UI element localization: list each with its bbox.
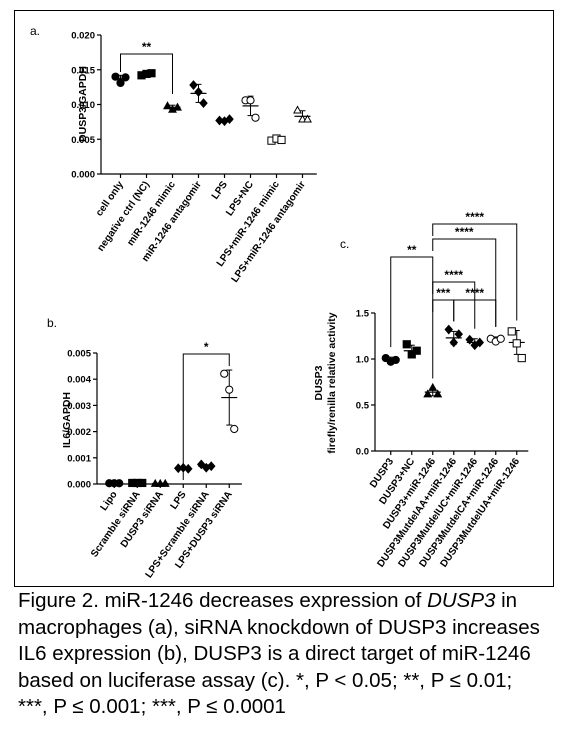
significance-bracket — [432, 281, 476, 329]
data-point — [391, 355, 400, 365]
y-tick-label: 0.001 — [67, 453, 91, 464]
data-point — [512, 339, 521, 348]
y-tick-label: 0.0 — [356, 447, 369, 458]
data-point — [160, 478, 170, 487]
significance-label: ** — [407, 243, 417, 257]
data-point — [433, 389, 443, 398]
significance-label: ** — [142, 40, 152, 54]
y-tick-label: 0.020 — [71, 31, 95, 42]
significance-bracket — [432, 223, 518, 321]
figure-svg: a.0.0000.0050.0100.0150.020DUSP3/GAPDHce… — [30, 24, 529, 580]
significance-label: **** — [455, 225, 474, 239]
data-point — [412, 346, 421, 355]
data-point — [111, 72, 120, 81]
data-point — [517, 353, 526, 363]
significance-label: **** — [465, 210, 484, 224]
caption-line-4: based on luciferase assay (c). *, P < 0.… — [18, 668, 513, 692]
significance-bracket — [390, 256, 434, 379]
data-point — [116, 78, 125, 88]
caption-line-3: IL6 expression (b), DUSP3 is a direct ta… — [18, 642, 531, 665]
caption-line-1-end: in — [495, 589, 518, 612]
y-tick-label: 0.010 — [71, 100, 95, 111]
panel-label: a. — [30, 24, 40, 38]
significance-bracket — [432, 238, 497, 327]
data-point — [444, 324, 454, 335]
data-point — [428, 382, 438, 391]
x-tick-label: Lipo — [99, 489, 120, 513]
data-point — [475, 337, 485, 348]
data-point — [246, 96, 255, 105]
y-tick-label: 0.005 — [67, 349, 91, 360]
significance-bracket — [120, 53, 173, 94]
panel-label: b. — [47, 316, 57, 330]
data-point — [196, 459, 206, 470]
data-point — [215, 115, 224, 126]
data-point — [163, 101, 172, 110]
x-tick-label: LPS — [169, 489, 189, 512]
y-tick-label: 1.0 — [356, 355, 369, 366]
y-tick-label: 0.5 — [356, 401, 370, 412]
data-point — [496, 334, 505, 343]
data-point — [121, 73, 130, 82]
y-tick-label: 0.002 — [67, 427, 91, 438]
y-tick-label: 0.005 — [71, 135, 95, 146]
y-axis-label: DUSP3/GAPDH — [77, 66, 89, 142]
panel-label: c. — [340, 237, 349, 251]
caption-line-5: ***, P ≤ 0.001; ***, P ≤ 0.0001 — [18, 695, 286, 718]
data-point — [230, 424, 239, 434]
y-axis-label: IL6/GAPDH — [61, 392, 73, 448]
data-point — [189, 80, 198, 90]
data-point — [194, 87, 203, 97]
data-point — [183, 463, 193, 474]
figure-caption: Figure 2. miR-1246 decreases expression … — [18, 588, 563, 721]
data-point — [251, 113, 260, 122]
significance-bracket — [182, 353, 230, 480]
data-point — [507, 327, 516, 336]
y-axis-label-line-2: firefly/renilla relative activity — [326, 312, 338, 453]
data-point — [454, 329, 464, 340]
y-tick-label: 0.003 — [67, 401, 91, 412]
significance-label: **** — [444, 268, 463, 282]
data-point — [465, 334, 475, 345]
chart-panel-2: b. 0.000 0.001 0.002 0.003 0.004 0.005 IL6/GAPD… — [47, 316, 242, 580]
figure-frame — [14, 10, 554, 587]
significance-bracket — [453, 299, 497, 327]
y-tick-label: 1.5 — [356, 309, 370, 320]
data-point — [225, 385, 234, 394]
caption-line-1-text: Figure 2. miR-1246 decreases expression … — [18, 589, 428, 612]
data-point — [206, 461, 216, 472]
significance-label: *** — [436, 286, 450, 300]
data-point — [277, 135, 286, 145]
y-tick-label: 0.015 — [71, 65, 95, 76]
y-axis-label-line-1: DUSP3 — [313, 365, 325, 400]
chart-panel-3: c. 0.0 0.5 1.0 1.5 DUSP3 firefly/renilla relat… — [313, 210, 529, 569]
significance-label: * — [204, 340, 209, 354]
data-point — [402, 340, 411, 349]
caption-line-1: Figure 2. miR-1246 decreases expression … — [18, 588, 563, 615]
significance-bracket — [432, 299, 455, 322]
data-point — [173, 102, 182, 111]
data-point — [423, 389, 433, 398]
y-tick-label: 0.000 — [67, 480, 91, 491]
data-point — [220, 369, 229, 378]
x-tick-label: LPS — [210, 179, 230, 202]
caption-gene-name: DUSP3 — [427, 589, 496, 612]
y-tick-label: 0.004 — [67, 375, 91, 386]
data-point — [115, 479, 124, 488]
data-point — [449, 337, 459, 348]
data-point — [293, 105, 302, 114]
significance-label: **** — [465, 286, 484, 300]
y-tick-label: 0.000 — [71, 170, 95, 181]
data-point — [147, 69, 156, 78]
data-point — [225, 114, 234, 124]
data-point — [199, 98, 208, 109]
data-point — [138, 478, 147, 488]
chart-panel-1: a.0.0000.0050.0100.0150.020DUSP3/GAPDHce… — [30, 24, 317, 285]
caption-line-2: macrophages (a), siRNA knockdown of DUSP… — [18, 615, 540, 639]
data-point — [303, 114, 312, 123]
